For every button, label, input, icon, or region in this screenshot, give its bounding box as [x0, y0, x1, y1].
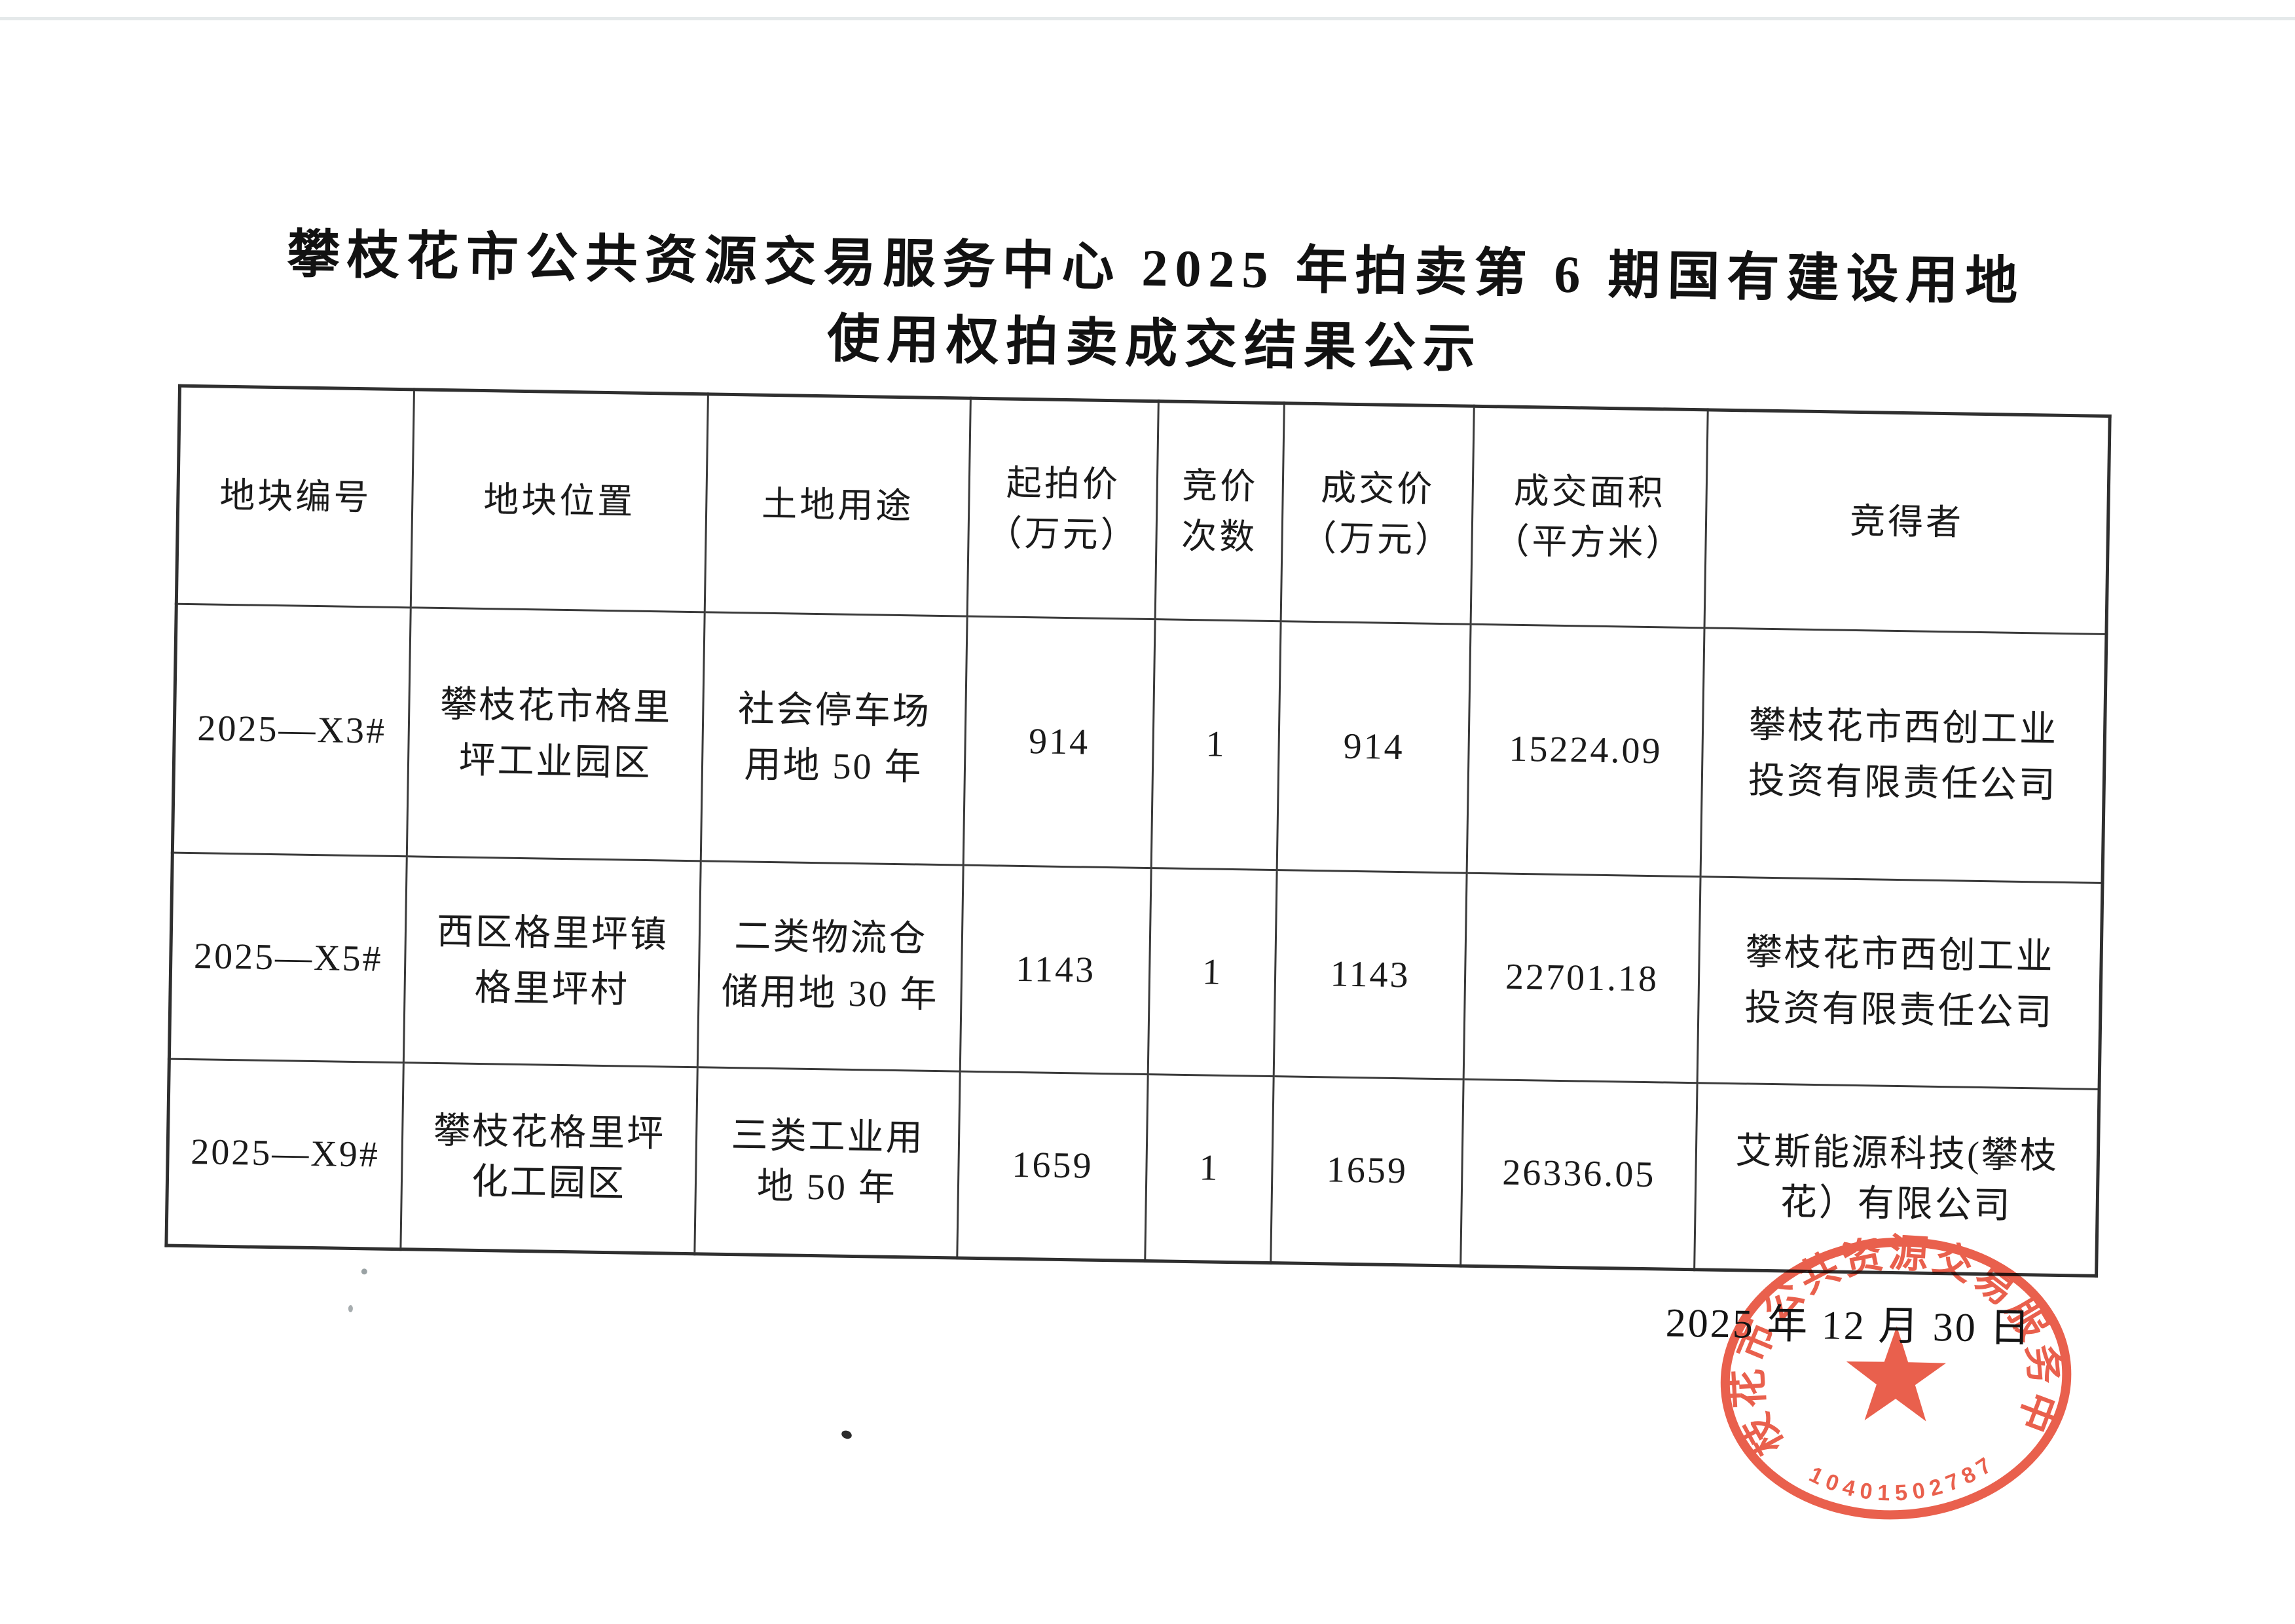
cell-bid-count: 1 [1151, 619, 1281, 870]
cell-land-use: 二类物流仓 储用地 30 年 [697, 860, 964, 1072]
cell-deal-price: 1143 [1274, 870, 1467, 1080]
auction-results-table: 地块编号 地块位置 土地用途 起拍价 （万元） 竞价 次数 成交价 （万元） 成… [164, 384, 2112, 1278]
ink-speck [348, 1304, 354, 1313]
cell-land-use: 社会停车场 用地 50 年 [701, 612, 968, 866]
col-header-plot-location: 地块位置 [411, 389, 708, 612]
cell-land-use: 三类工业用 地 50 年 [694, 1067, 961, 1259]
col-header-starting-price: 起拍价 （万元） [967, 398, 1159, 619]
cell-winner: 攀枝花市西创工业 投资有限责任公司 [1700, 627, 2106, 883]
cell-deal-area: 26336.05 [1460, 1079, 1698, 1270]
cell-deal-area: 22701.18 [1463, 873, 1701, 1083]
cell-bid-count: 1 [1148, 868, 1277, 1077]
col-header-plot-number: 地块编号 [176, 386, 414, 608]
col-header-deal-area: 成交面积 （平方米） [1471, 406, 1708, 628]
table-row-x5: 2025—X5# 西区格里坪镇 格里坪村 二类物流仓 储用地 30 年 1143… [169, 853, 2102, 1090]
cell-deal-area: 15224.09 [1467, 624, 1705, 877]
cell-plot-location: 攀枝花格里坪 化工园区 [400, 1062, 698, 1254]
ink-speck [840, 1429, 853, 1441]
cell-deal-price: 914 [1277, 621, 1471, 874]
cell-plot-number: 2025—X9# [166, 1059, 404, 1249]
official-seal: 攀枝花市公共资源交易服务中心 5104015027877 [1717, 1219, 2072, 1520]
cell-plot-location: 攀枝花市格里 坪工业园区 [407, 607, 705, 861]
announcement-date: 2025 年 12 月 30 日 [1665, 1301, 2032, 1352]
col-header-winner: 竞得者 [1704, 409, 2110, 635]
cell-plot-number: 2025—X3# [172, 604, 411, 857]
cell-starting-price: 1659 [957, 1071, 1148, 1261]
cell-starting-price: 1143 [960, 865, 1152, 1075]
col-header-deal-price: 成交价 （万元） [1281, 403, 1475, 625]
table-row-x3: 2025—X3# 攀枝花市格里 坪工业园区 社会停车场 用地 50 年 914 … [172, 604, 2106, 883]
document-title: 攀枝花市公共资源交易服务中心 2025 年拍卖第 6 期国有建设用地 使用权拍卖… [7, 213, 2295, 401]
cell-starting-price: 914 [963, 616, 1156, 868]
cell-bid-count: 1 [1145, 1074, 1274, 1263]
table-header-row: 地块编号 地块位置 土地用途 起拍价 （万元） 竞价 次数 成交价 （万元） 成… [176, 386, 2110, 635]
cell-winner: 攀枝花市西创工业 投资有限责任公司 [1697, 876, 2102, 1090]
cell-plot-number: 2025—X5# [169, 853, 407, 1063]
seal-ring [1720, 1237, 2072, 1520]
col-header-land-use: 土地用途 [705, 394, 971, 617]
cell-deal-price: 1659 [1270, 1076, 1464, 1266]
col-header-bid-count: 竞价 次数 [1155, 401, 1285, 621]
scan-edge-artifact [0, 17, 2295, 20]
ink-speck [361, 1268, 367, 1275]
seal-star-icon [1846, 1326, 1947, 1422]
cell-plot-location: 西区格里坪镇 格里坪村 [403, 856, 701, 1067]
